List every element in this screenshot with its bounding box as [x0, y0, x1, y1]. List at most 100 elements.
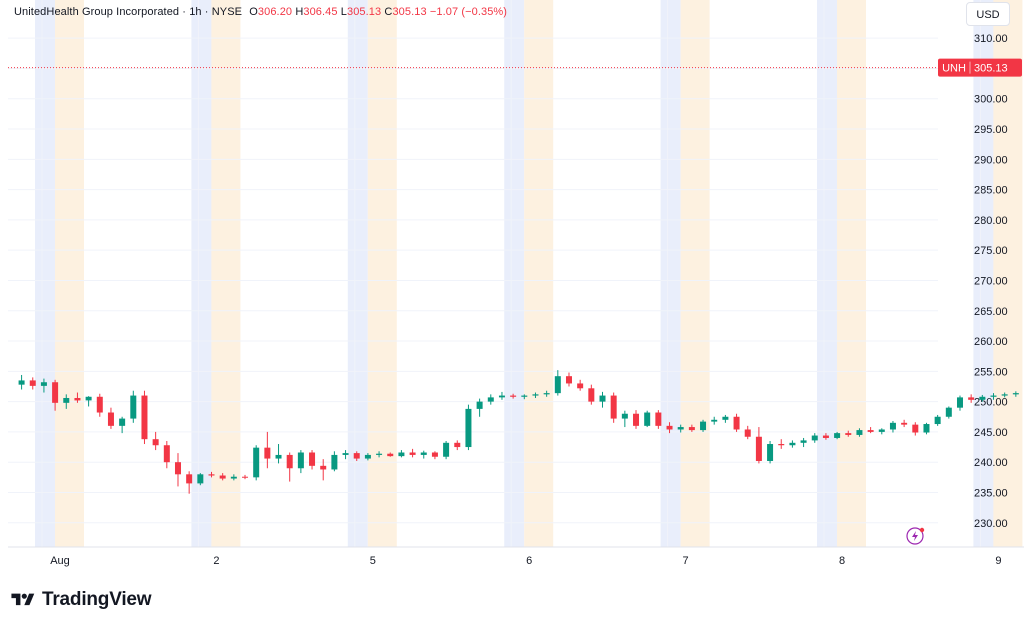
candle-body[interactable]	[18, 380, 25, 385]
candle-body[interactable]	[52, 382, 59, 403]
price-tag[interactable]	[938, 58, 1022, 77]
candle-body[interactable]	[364, 454, 371, 459]
candle-body[interactable]	[767, 444, 774, 461]
candle-body[interactable]	[912, 424, 919, 433]
candle-body[interactable]	[778, 444, 785, 446]
candle-body[interactable]	[588, 388, 595, 402]
candle-body[interactable]	[186, 474, 193, 484]
candle-body[interactable]	[275, 454, 282, 459]
candle-body[interactable]	[1012, 393, 1019, 395]
premarket-band	[524, 0, 554, 547]
candle-body[interactable]	[644, 412, 651, 426]
candle-body[interactable]	[242, 476, 249, 478]
candle-body[interactable]	[498, 395, 505, 398]
candle-body[interactable]	[811, 435, 818, 441]
candle-body[interactable]	[889, 422, 896, 430]
candle-body[interactable]	[554, 376, 561, 394]
candle-body[interactable]	[521, 395, 528, 397]
candle-body[interactable]	[744, 429, 751, 437]
candle-body[interactable]	[700, 421, 707, 431]
candle-body[interactable]	[387, 453, 394, 457]
candle-body[interactable]	[197, 474, 204, 484]
candle-body[interactable]	[845, 433, 852, 435]
candle-body[interactable]	[867, 430, 874, 432]
candle-body[interactable]	[119, 418, 126, 426]
x-tick-label: 8	[839, 555, 845, 567]
candle-body[interactable]	[945, 407, 952, 417]
candle-body[interactable]	[655, 412, 662, 426]
candle-body[interactable]	[577, 383, 584, 389]
tradingview-logo[interactable]: TradingView	[10, 588, 152, 612]
candle-body[interactable]	[465, 408, 472, 448]
candle-body[interactable]	[789, 442, 796, 446]
candle-body[interactable]	[856, 430, 863, 435]
candle-body[interactable]	[398, 452, 405, 457]
candle-body[interactable]	[152, 439, 159, 446]
candle-body[interactable]	[822, 435, 829, 438]
candle-body[interactable]	[174, 462, 181, 475]
candle-body[interactable]	[40, 382, 47, 386]
candle-body[interactable]	[666, 425, 673, 430]
candle-body[interactable]	[968, 397, 975, 400]
candle-body[interactable]	[901, 422, 908, 425]
candle-body[interactable]	[934, 416, 941, 425]
candle-body[interactable]	[297, 452, 304, 469]
candle-body[interactable]	[141, 395, 148, 440]
candle-body[interactable]	[979, 396, 986, 400]
candle-body[interactable]	[878, 429, 885, 432]
candle-body[interactable]	[130, 395, 137, 419]
candle-body[interactable]	[733, 416, 740, 430]
candle-body[interactable]	[610, 395, 617, 419]
candle-body[interactable]	[543, 393, 550, 395]
candle-body[interactable]	[376, 453, 383, 455]
candle-body[interactable]	[633, 413, 640, 426]
candle-body[interactable]	[286, 454, 293, 469]
currency-button[interactable]: USD	[966, 2, 1010, 26]
candle-body[interactable]	[688, 427, 695, 431]
candle-body[interactable]	[532, 394, 539, 396]
candle-body[interactable]	[420, 452, 427, 455]
candle-body[interactable]	[476, 401, 483, 409]
candle-body[interactable]	[923, 424, 930, 433]
chart-area[interactable]: 230.00 235.00 240.00 245.00 250.00 255.00 260.…	[8, 0, 1024, 576]
candle-body[interactable]	[711, 419, 718, 422]
candle-body[interactable]	[677, 427, 684, 430]
candle-body[interactable]	[443, 442, 450, 457]
candle-body[interactable]	[219, 475, 226, 479]
candle-body[interactable]	[85, 396, 92, 401]
candle-body[interactable]	[331, 454, 338, 470]
candle-body[interactable]	[834, 433, 841, 438]
candle-body[interactable]	[409, 452, 416, 455]
candle-body[interactable]	[74, 397, 81, 401]
candlestick-chart[interactable]: 230.00 235.00 240.00 245.00 250.00 255.00 260.…	[8, 0, 1024, 576]
candle-body[interactable]	[163, 445, 170, 463]
candle-body[interactable]	[1001, 394, 1008, 396]
candle-body[interactable]	[621, 413, 628, 419]
candle-body[interactable]	[230, 476, 237, 479]
candle-body[interactable]	[510, 395, 517, 397]
candle-body[interactable]	[107, 412, 114, 426]
candle-body[interactable]	[454, 442, 461, 448]
candle-body[interactable]	[264, 447, 271, 459]
candle-body[interactable]	[353, 453, 360, 459]
candle-body[interactable]	[722, 416, 729, 420]
candle-body[interactable]	[63, 397, 70, 403]
candle-body[interactable]	[96, 396, 103, 413]
candle-body[interactable]	[956, 397, 963, 408]
candle-body[interactable]	[309, 452, 316, 466]
candle-body[interactable]	[253, 447, 260, 478]
candle-body[interactable]	[487, 397, 494, 402]
candle-body[interactable]	[342, 453, 349, 455]
candle-body[interactable]	[599, 395, 606, 402]
candle-body[interactable]	[565, 376, 572, 384]
candle-body[interactable]	[990, 395, 997, 397]
price-tag-symbol: UNH	[942, 63, 966, 75]
candle-body[interactable]	[431, 452, 438, 457]
candle-body[interactable]	[755, 436, 762, 461]
candle-body[interactable]	[320, 465, 327, 470]
instrument-title[interactable]: UnitedHealth Group Incorporated · 1h · N…	[14, 6, 243, 18]
tradingview-logo-icon	[11, 593, 35, 606]
candle-body[interactable]	[29, 380, 36, 386]
candle-body[interactable]	[800, 440, 807, 443]
candle-body[interactable]	[208, 474, 215, 476]
